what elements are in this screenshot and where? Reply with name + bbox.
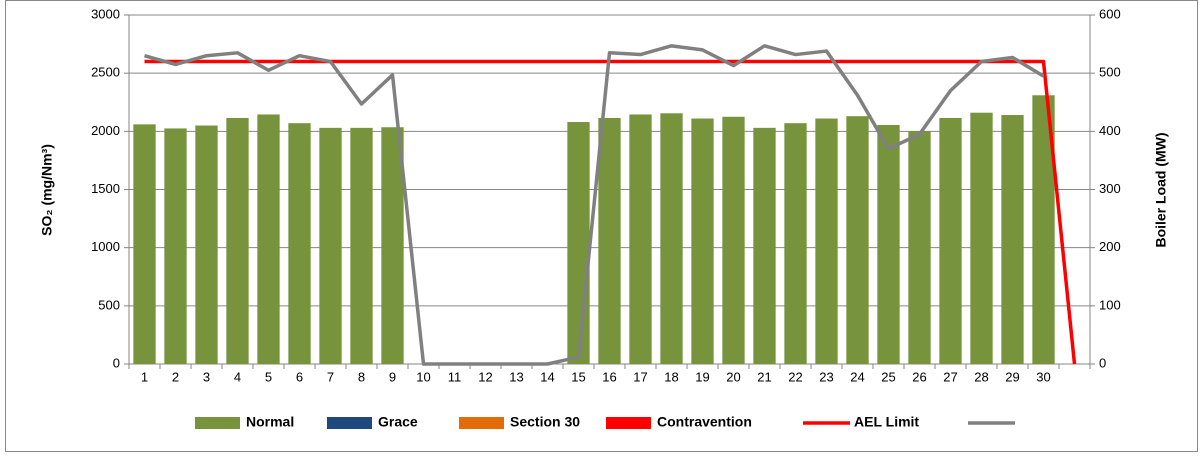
bar <box>815 118 838 364</box>
x-tick-label: 6 <box>296 369 303 384</box>
y-tick-label: 1000 <box>91 239 120 254</box>
bar <box>133 124 156 364</box>
y-tick-label: 2500 <box>91 65 120 80</box>
y-tick-label: 2000 <box>91 123 120 138</box>
bar <box>257 114 280 364</box>
line <box>144 44 1045 366</box>
bar <box>164 128 187 364</box>
legend-label: Section 30 <box>510 414 580 430</box>
x-tick-label: 27 <box>943 369 957 384</box>
legend-swatch <box>327 417 372 429</box>
bar <box>195 125 218 365</box>
y2-tick-label: 0 <box>1099 355 1106 370</box>
y2-tick-label: 500 <box>1099 65 1121 80</box>
x-tick-label: 21 <box>757 369 771 384</box>
x-tick-label: 9 <box>389 369 396 384</box>
bar <box>691 118 714 364</box>
x-tick-label: 3 <box>203 369 210 384</box>
x-tick-label: 8 <box>358 369 365 384</box>
bar <box>908 131 931 364</box>
bar <box>629 114 652 364</box>
x-tick-label: 29 <box>1005 369 1019 384</box>
legend-swatch <box>195 417 240 429</box>
x-tick-label: 1 <box>141 369 148 384</box>
legend-label: AEL Limit <box>854 414 919 430</box>
bar <box>660 113 683 364</box>
y-tick-label: 500 <box>98 297 120 312</box>
bar <box>1001 115 1024 365</box>
y2-tick-label: 600 <box>1099 6 1121 21</box>
y-tick-label: 0 <box>113 355 120 370</box>
bar <box>567 122 590 364</box>
x-tick-label: 4 <box>234 369 241 384</box>
y2-tick-label: 100 <box>1099 297 1121 312</box>
legend-label: Contravention <box>657 414 752 430</box>
x-tick-label: 19 <box>695 369 709 384</box>
x-tick-label: 22 <box>788 369 802 384</box>
y2-tick-label: 200 <box>1099 239 1121 254</box>
legend-label: Grace <box>378 414 418 430</box>
x-tick-label: 14 <box>540 369 554 384</box>
legend-swatch <box>606 417 651 429</box>
bar <box>970 112 993 364</box>
bar <box>226 117 249 364</box>
x-tick-label: 5 <box>265 369 272 384</box>
y-axis-label: SO₂ (mg/Nm³) <box>39 144 55 236</box>
legend-label: Normal <box>246 414 294 430</box>
y-tick-label: 3000 <box>91 6 120 21</box>
y-tick-label: 1500 <box>91 181 120 196</box>
bar <box>784 123 807 364</box>
x-tick-label: 7 <box>327 369 334 384</box>
bar <box>1032 95 1055 365</box>
bar <box>753 127 776 365</box>
x-tick-label: 17 <box>633 369 647 384</box>
bar <box>319 127 342 365</box>
x-tick-label: 10 <box>416 369 430 384</box>
x-tick-label: 20 <box>726 369 740 384</box>
bar <box>939 117 962 364</box>
x-tick-label: 23 <box>819 369 833 384</box>
bar <box>722 116 745 365</box>
x-tick-label: 15 <box>571 369 585 384</box>
bar <box>381 127 404 365</box>
bar <box>598 117 621 364</box>
x-tick-label: 24 <box>850 369 864 384</box>
x-tick-label: 2 <box>172 369 179 384</box>
bar <box>877 124 900 364</box>
x-tick-label: 18 <box>664 369 678 384</box>
x-tick-label: 12 <box>478 369 492 384</box>
y2-axis-label: Boiler Load (MW) <box>1153 132 1169 247</box>
y2-tick-label: 400 <box>1099 123 1121 138</box>
bar <box>288 123 311 364</box>
x-tick-label: 13 <box>509 369 523 384</box>
x-tick-label: 30 <box>1036 369 1050 384</box>
x-tick-label: 16 <box>602 369 616 384</box>
y2-tick-label: 300 <box>1099 181 1121 196</box>
bar <box>846 116 869 365</box>
x-tick-label: 11 <box>448 369 462 384</box>
bar <box>350 127 373 365</box>
x-tick-label: 25 <box>881 369 895 384</box>
x-tick-label: 28 <box>974 369 988 384</box>
legend-swatch <box>459 417 504 429</box>
x-tick-label: 26 <box>912 369 926 384</box>
